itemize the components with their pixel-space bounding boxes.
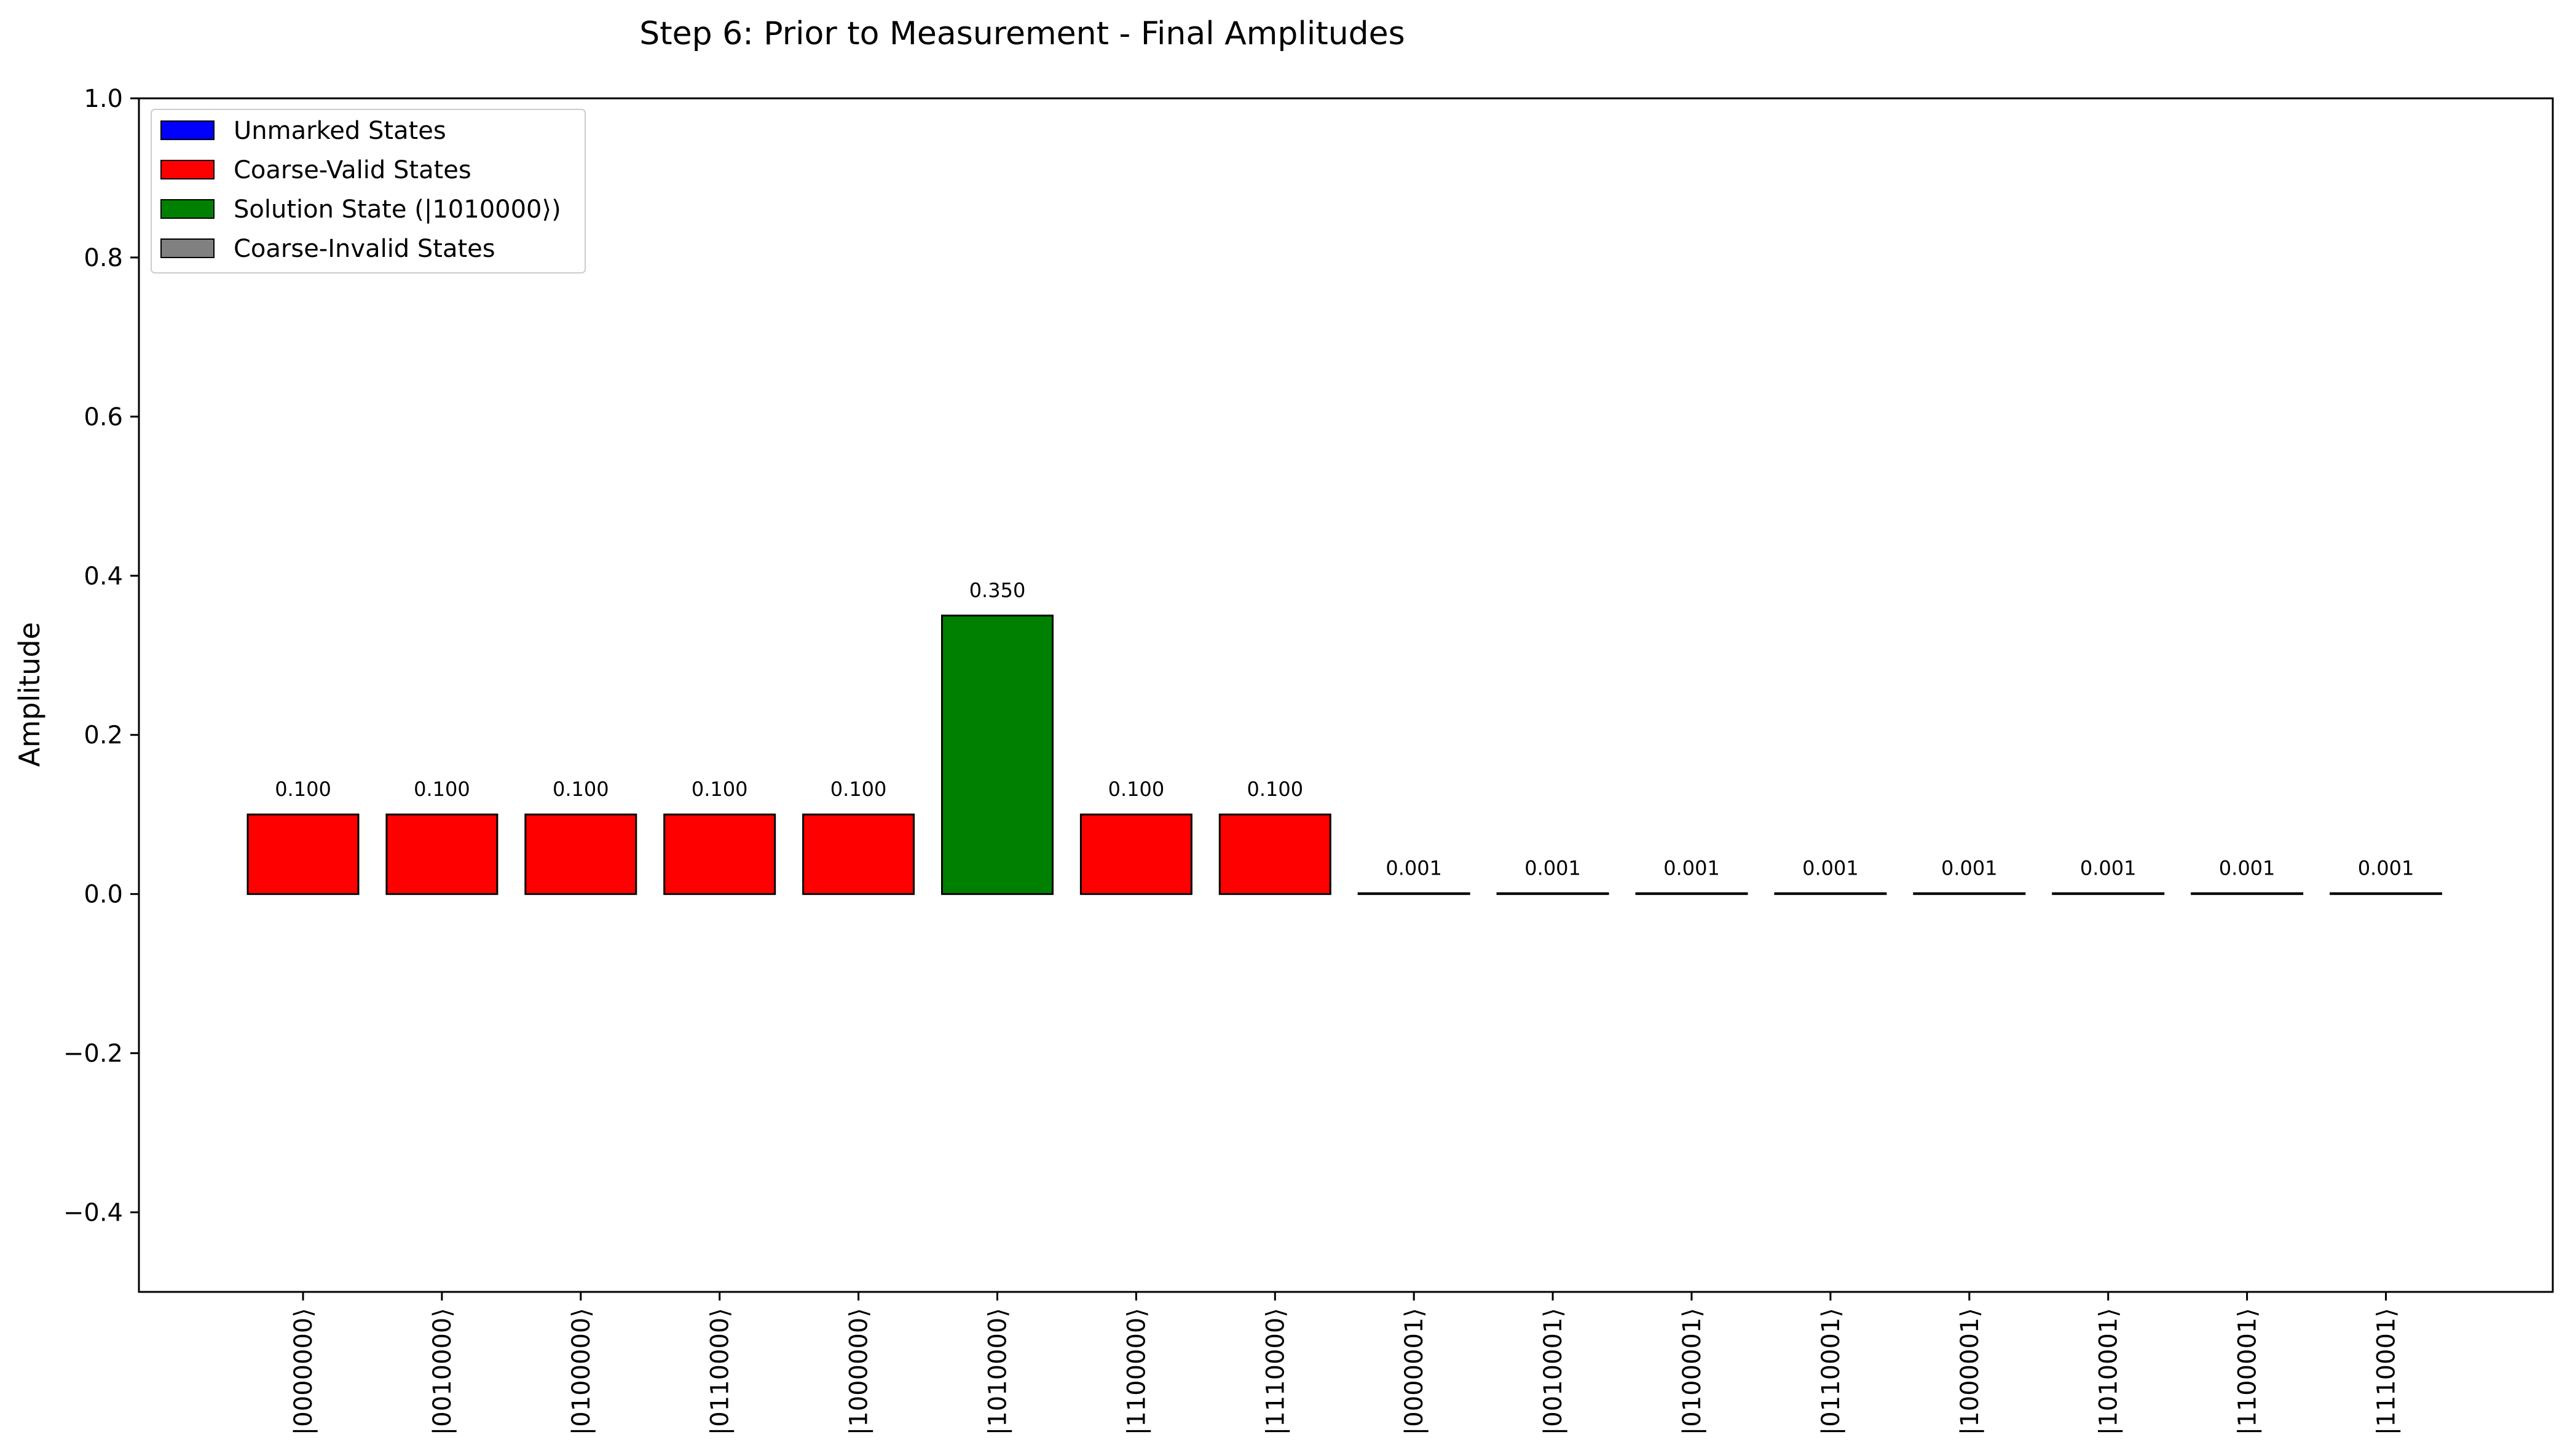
legend-label: Solution State (|1010000⟩): [234, 195, 561, 224]
bar-value-label: 0.001: [1941, 856, 1998, 880]
x-tick-label: |1010000⟩: [984, 1308, 1012, 1435]
bar: [246, 813, 360, 895]
legend: Unmarked States Coarse-Valid States Soluti…: [151, 109, 586, 273]
legend-label: Unmarked States: [234, 117, 446, 145]
bar-value-label: 0.001: [1524, 856, 1581, 880]
chart-title: Step 6: Prior to Measurement - Final Amp…: [639, 15, 1405, 52]
legend-swatch: [160, 238, 215, 258]
bar: [2191, 892, 2304, 895]
bar-value-label: 0.001: [2080, 856, 2137, 880]
bar-value-label: 0.100: [830, 777, 887, 801]
plot-frame: [138, 97, 2554, 1293]
legend-swatch: [160, 120, 215, 140]
bar: [1218, 813, 1331, 895]
bar-value-label: 0.100: [1247, 777, 1303, 801]
x-axis: |0000000⟩ |0010000⟩ |0100000⟩ |0110000⟩ |100…: [290, 1292, 2401, 1435]
x-tick-label: |0010001⟩: [1539, 1308, 1567, 1435]
bar: [663, 813, 776, 895]
bar-value-label: 0.001: [1802, 856, 1859, 880]
bar: [1496, 892, 1609, 895]
bar: [2052, 892, 2165, 895]
bar-value-label: 0.100: [1108, 777, 1165, 801]
x-tick-label: |0110000⟩: [706, 1308, 735, 1435]
y-tick-label: 0.8: [84, 244, 123, 272]
y-tick-label: −0.4: [63, 1199, 123, 1227]
bar-value-label: 0.001: [2358, 856, 2414, 880]
legend-swatch: [160, 160, 215, 179]
legend-frame: [151, 109, 586, 273]
y-tick-label: 0.4: [84, 562, 123, 591]
bar-value-label: 0.001: [2219, 856, 2276, 880]
y-axis-label: Amplitude: [13, 622, 46, 767]
x-tick-label: |1000000⟩: [845, 1308, 873, 1435]
bar-value-label: 0.100: [692, 777, 748, 801]
bar: [802, 813, 915, 895]
plot-area: 0.100 0.100 0.100 0.100 0.100 0.350 0.100 0.100…: [246, 579, 2442, 895]
x-tick-label: |0000001⟩: [1400, 1308, 1429, 1435]
bar: [524, 813, 637, 895]
y-tick-label: 0.2: [84, 722, 123, 750]
y-tick-label: 0.0: [84, 881, 123, 909]
x-tick-label: |0100000⟩: [567, 1308, 596, 1435]
bar-value-label: 0.100: [275, 777, 331, 801]
x-tick-label: |0000000⟩: [290, 1308, 318, 1435]
y-tick-label: 0.6: [84, 403, 123, 431]
x-tick-label: |0010000⟩: [428, 1308, 457, 1435]
bar: [2330, 892, 2442, 895]
bar-value-label: 0.100: [414, 777, 470, 801]
legend-label: Coarse-Invalid States: [234, 235, 495, 263]
x-tick-label: |0110001⟩: [1817, 1308, 1845, 1435]
bar-value-label: 0.350: [969, 579, 1026, 602]
legend-label: Coarse-Valid States: [234, 156, 471, 184]
x-tick-label: |1110000⟩: [1261, 1308, 1290, 1435]
bar: [1774, 892, 1887, 895]
bar: [1357, 892, 1470, 895]
x-tick-label: |1100001⟩: [2234, 1308, 2262, 1435]
x-tick-label: |1010001⟩: [2095, 1308, 2123, 1435]
x-tick-label: |0100001⟩: [1678, 1308, 1706, 1435]
x-tick-label: |1100000⟩: [1122, 1308, 1151, 1435]
bar-value-label: 0.001: [1385, 856, 1442, 880]
y-tick-label: −0.2: [63, 1040, 123, 1068]
bar-value-label: 0.001: [1663, 856, 1720, 880]
bar: [941, 615, 1054, 895]
bar: [1079, 813, 1192, 895]
bar: [1913, 892, 2026, 895]
x-tick-label: |1000001⟩: [1956, 1308, 1984, 1435]
legend-swatch: [160, 199, 215, 219]
y-axis: −0.4 −0.2 0.0 0.2 0.4 0.6 0.8 1.0: [63, 85, 139, 1227]
bar: [385, 813, 499, 895]
bar: [1635, 892, 1748, 895]
bar-value-label: 0.100: [553, 777, 609, 801]
y-tick-label: 1.0: [84, 85, 123, 113]
x-tick-label: |1110001⟩: [2373, 1308, 2401, 1435]
